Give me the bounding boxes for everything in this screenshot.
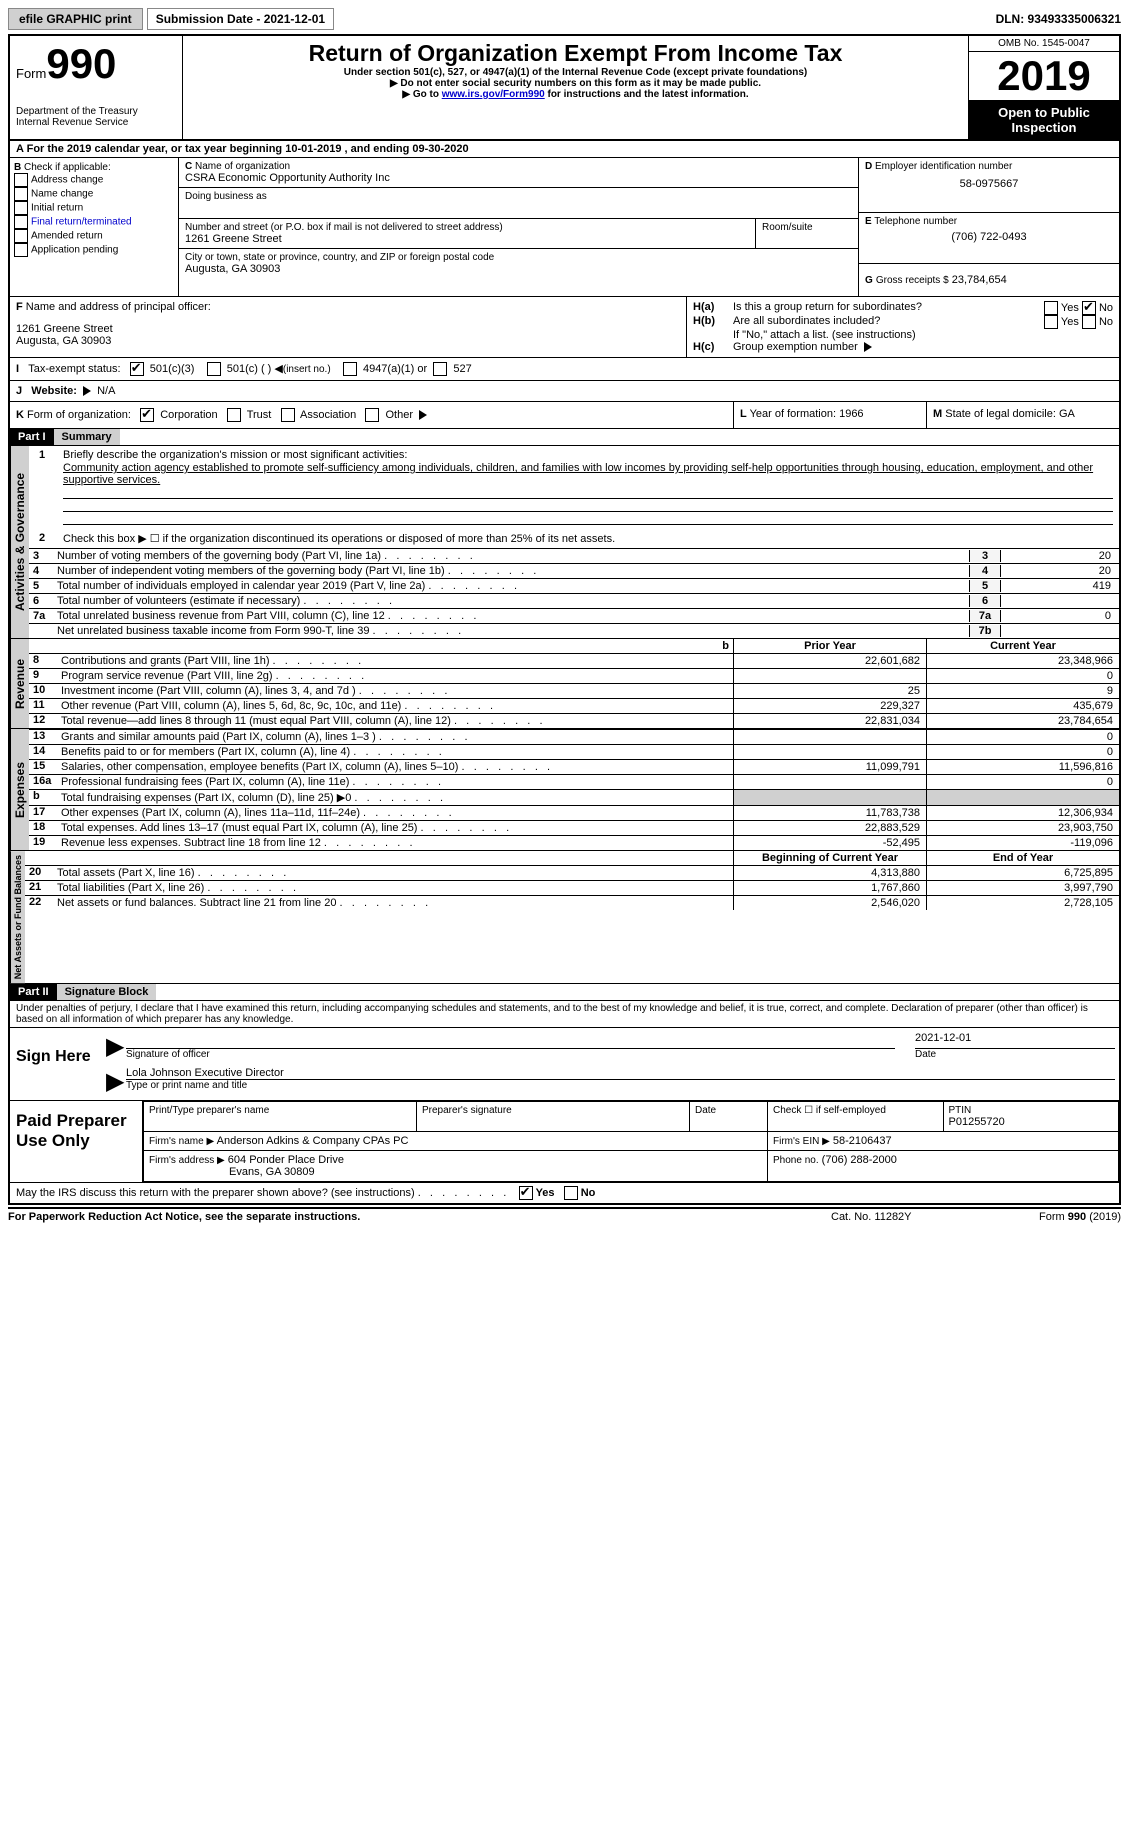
org-name: CSRA Economic Opportunity Authority Inc — [185, 172, 852, 184]
checkbox-501c[interactable] — [207, 362, 221, 376]
vert-revenue: Revenue — [10, 639, 29, 728]
table-row: 6Total number of volunteers (estimate if… — [29, 593, 1119, 608]
dln-label: DLN: 93493335006321 — [996, 12, 1121, 26]
tax-year: 2019 — [969, 52, 1119, 101]
part1-header: Part ISummary — [10, 429, 1119, 446]
klm-block: K Form of organization: Corporation Trus… — [10, 402, 1119, 429]
open-public-badge: Open to Public Inspection — [969, 101, 1119, 139]
line-a: A For the 2019 calendar year, or tax yea… — [10, 141, 1119, 158]
submission-date: Submission Date - 2021-12-01 — [147, 8, 334, 30]
irs-label: Internal Revenue Service — [16, 117, 176, 128]
table-row: Net unrelated business taxable income fr… — [29, 623, 1119, 638]
dept-label: Department of the Treasury — [16, 106, 176, 117]
box-c: C Name of organization CSRA Economic Opp… — [179, 158, 859, 296]
phone-value: (706) 722-0493 — [865, 231, 1113, 243]
table-row: 12Total revenue—add lines 8 through 11 (… — [29, 713, 1119, 728]
officer-addr2: Augusta, GA 30903 — [16, 335, 680, 347]
vert-governance: Activities & Governance — [10, 446, 29, 638]
sig-date: 2021-12-01 — [915, 1032, 1115, 1049]
table-row: 19Revenue less expenses. Subtract line 1… — [29, 835, 1119, 850]
checkbox-final-return[interactable] — [14, 215, 28, 229]
checkbox-amended-return[interactable] — [14, 229, 28, 243]
box-b: B Check if applicable: Address change Na… — [10, 158, 179, 296]
checkbox-other[interactable] — [365, 408, 379, 422]
table-row: 21Total liabilities (Part X, line 26)1,7… — [25, 880, 1119, 895]
footer: For Paperwork Reduction Act Notice, see … — [8, 1207, 1121, 1223]
table-row: 5Total number of individuals employed in… — [29, 578, 1119, 593]
table-row: 22Net assets or fund balances. Subtract … — [25, 895, 1119, 910]
checkbox-hb-yes[interactable] — [1044, 315, 1058, 329]
triangle-icon — [83, 386, 91, 396]
table-row: bTotal fundraising expenses (Part IX, co… — [29, 789, 1119, 805]
table-row: 10Investment income (Part VIII, column (… — [29, 683, 1119, 698]
checkbox-initial-return[interactable] — [14, 201, 28, 215]
vert-net: Net Assets or Fund Balances — [10, 851, 25, 983]
net-block: Net Assets or Fund Balances Beginning of… — [10, 851, 1119, 984]
checkbox-trust[interactable] — [227, 408, 241, 422]
checkbox-corp[interactable] — [140, 408, 154, 422]
revenue-block: Revenue b Prior Year Current Year 8Contr… — [10, 639, 1119, 729]
sign-here-block: Sign Here ▶ Signature of officer 2021-12… — [10, 1028, 1119, 1101]
box-deg: D Employer identification number 58-0975… — [859, 158, 1119, 296]
table-row: 16aProfessional fundraising fees (Part I… — [29, 774, 1119, 789]
checkbox-527[interactable] — [433, 362, 447, 376]
checkbox-ha-no[interactable] — [1082, 301, 1096, 315]
checkbox-application-pending[interactable] — [14, 243, 28, 257]
part2-header: Part IISignature Block — [10, 984, 1119, 1000]
table-row: 15Salaries, other compensation, employee… — [29, 759, 1119, 774]
omb-label: OMB No. 1545-0047 — [969, 36, 1119, 52]
table-row: 3Number of voting members of the governi… — [29, 548, 1119, 563]
table-row: 14Benefits paid to or for members (Part … — [29, 744, 1119, 759]
table-row: 13Grants and similar amounts paid (Part … — [29, 729, 1119, 744]
table-row: 7aTotal unrelated business revenue from … — [29, 608, 1119, 623]
table-row: 4Number of independent voting members of… — [29, 563, 1119, 578]
line-i: I Tax-exempt status: 501(c)(3) 501(c) ( … — [10, 358, 1119, 381]
line-j: J Website: N/A — [10, 381, 1119, 402]
org-address: 1261 Greene Street — [185, 233, 749, 245]
note-ssn: ▶ Do not enter social security numbers o… — [191, 78, 960, 89]
fh-block: F Name and address of principal officer:… — [10, 297, 1119, 358]
checkbox-name-change[interactable] — [14, 187, 28, 201]
triangle-icon — [419, 410, 427, 420]
paid-preparer-block: Paid Preparer Use Only Print/Type prepar… — [10, 1101, 1119, 1183]
efile-print-button[interactable]: efile GRAPHIC print — [8, 8, 143, 30]
checkbox-discuss-no[interactable] — [564, 1186, 578, 1200]
form-header: Form990 Department of the Treasury Inter… — [10, 36, 1119, 141]
note-goto: ▶ Go to www.irs.gov/Form990 for instruct… — [191, 89, 960, 100]
checkbox-ha-yes[interactable] — [1044, 301, 1058, 315]
checkbox-assoc[interactable] — [281, 408, 295, 422]
org-city: Augusta, GA 30903 — [185, 263, 852, 275]
expenses-block: Expenses 13Grants and similar amounts pa… — [10, 729, 1119, 851]
info-block: B Check if applicable: Address change Na… — [10, 158, 1119, 297]
officer-addr1: 1261 Greene Street — [16, 323, 680, 335]
table-row: 8Contributions and grants (Part VIII, li… — [29, 653, 1119, 668]
checkbox-501c3[interactable] — [130, 362, 144, 376]
form-subtitle: Under section 501(c), 527, or 4947(a)(1)… — [191, 67, 960, 78]
table-row: 18Total expenses. Add lines 13–17 (must … — [29, 820, 1119, 835]
declaration-text: Under penalties of perjury, I declare th… — [10, 1000, 1119, 1028]
form-title: Return of Organization Exempt From Incom… — [191, 40, 960, 67]
form-container: Form990 Department of the Treasury Inter… — [8, 34, 1121, 1205]
table-row: 20Total assets (Part X, line 16)4,313,88… — [25, 865, 1119, 880]
checkbox-4947[interactable] — [343, 362, 357, 376]
form-990-label: Form990 — [16, 40, 176, 88]
table-row: 9Program service revenue (Part VIII, lin… — [29, 668, 1119, 683]
mission-text: Community action agency established to p… — [35, 462, 1113, 486]
officer-name: Lola Johnson Executive Director — [126, 1067, 1115, 1080]
toolbar: efile GRAPHIC print Submission Date - 20… — [8, 8, 1121, 30]
triangle-icon — [864, 342, 872, 352]
table-row: 17Other expenses (Part IX, column (A), l… — [29, 805, 1119, 820]
checkbox-hb-no[interactable] — [1082, 315, 1096, 329]
checkbox-address-change[interactable] — [14, 173, 28, 187]
gross-receipts: 23,784,654 — [952, 274, 1007, 286]
ein-value: 58-0975667 — [865, 178, 1113, 190]
part1-body: Activities & Governance 1Briefly describ… — [10, 446, 1119, 639]
checkbox-discuss-yes[interactable] — [519, 1186, 533, 1200]
discuss-line: May the IRS discuss this return with the… — [10, 1183, 1119, 1203]
irs-link[interactable]: www.irs.gov/Form990 — [442, 89, 545, 100]
vert-expenses: Expenses — [10, 729, 29, 850]
table-row: 11Other revenue (Part VIII, column (A), … — [29, 698, 1119, 713]
